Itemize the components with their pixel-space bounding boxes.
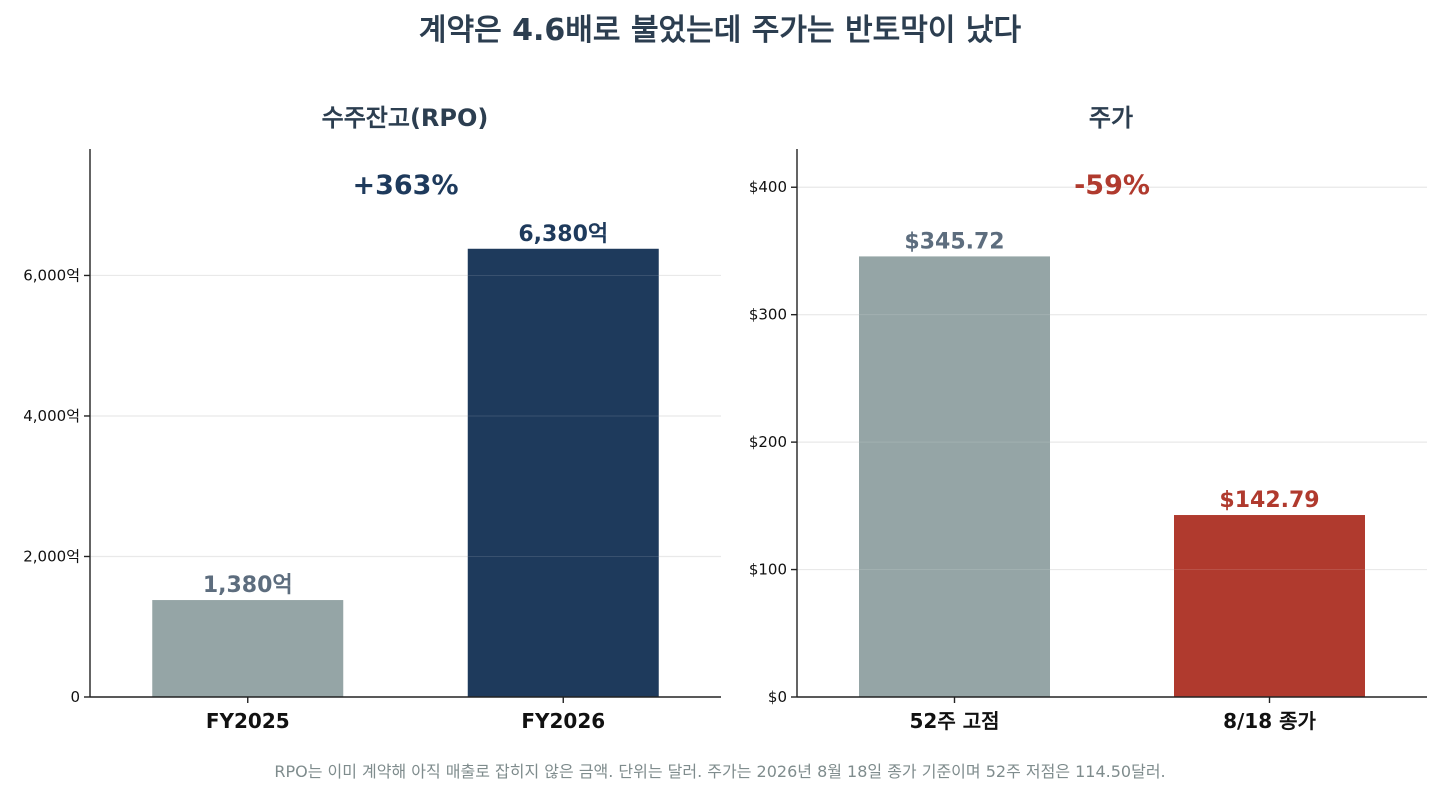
stock-bar-2 [1174,515,1365,697]
stock-y-tick-label: $300 [749,306,787,324]
rpo-x-tick-label: FY2025 [206,709,290,733]
rpo-chart-title: 수주잔고(RPO) [322,104,489,132]
footnote: RPO는 이미 계약해 아직 매출로 잡히지 않은 금액. 단위는 달러. 주가… [274,762,1165,781]
stock-change-label: -59% [1074,170,1150,201]
rpo-y-tick-label: 6,000억 [23,266,80,284]
rpo-bar-1 [152,600,344,697]
stock-x-tick-label: 8/18 종가 [1223,709,1316,733]
stock-y-tick-label: $0 [768,688,787,706]
stock-value-label-2: $142.79 [1219,488,1319,513]
rpo-value-label-2: 6,380억 [518,222,608,247]
rpo-change-label: +363% [352,170,458,201]
rpo-y-tick-label: 2,000억 [23,547,80,565]
stock-y-tick-label: $200 [749,433,787,451]
rpo-y-tick-label: 4,000억 [23,407,80,425]
rpo-y-tick-label: 0 [70,688,80,706]
figure-title: 계약은 4.6배로 불었는데 주가는 반토막이 났다 [419,13,1022,48]
stock-y-tick-label: $100 [749,561,787,579]
rpo-value-label-1: 1,380억 [203,573,293,598]
rpo-panel: 수주잔고(RPO) 1,380억 6,380억 +363% 0 2,000억 4,000억… [23,104,721,733]
stock-value-label-1: $345.72 [904,229,1004,254]
stock-y-tick-label: $400 [749,178,787,196]
rpo-bar-2 [467,248,659,697]
stock-bar-1 [859,256,1050,697]
stock-price-panel: 주가 $345.72 $142.79 -59% $0 $100 $200 $300 $400 5… [749,104,1427,733]
stock-x-tick-label: 52주 고점 [910,709,1000,733]
rpo-x-tick-label: FY2026 [521,709,605,733]
stock-chart-title: 주가 [1089,104,1133,132]
